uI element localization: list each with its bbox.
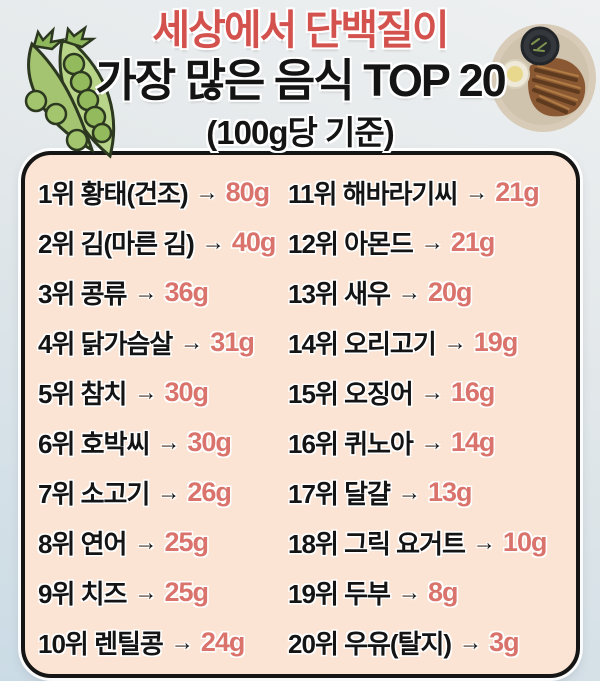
subtitle: (100g당 기준) [206, 114, 394, 152]
protein-value: 3g [489, 626, 519, 657]
list-item: 12위 아몬드 → 21g [288, 217, 570, 267]
list-item: 5위 참치 → 30g [38, 367, 288, 417]
rank-food-label: 15위 오징어 [288, 378, 414, 409]
rank-food-label: 20위 우유(탈지) [288, 628, 452, 659]
arrow-icon: → [157, 478, 180, 505]
arrow-icon: → [157, 428, 180, 455]
pea-pod-icon [24, 24, 116, 159]
arrow-icon: → [134, 278, 157, 305]
list-item: 8위 연어 → 25g [38, 517, 288, 567]
rank-food-label: 11위 해바라기씨 [288, 178, 458, 209]
rank-food-label: 6위 호박씨 [38, 428, 150, 459]
protein-value: 19g [473, 326, 519, 357]
protein-value: 24g [200, 626, 246, 657]
protein-value: 40g [231, 226, 277, 257]
list-item: 16위 퀴노아 → 14g [288, 417, 570, 467]
list-item: 13위 새우 → 20g [288, 267, 570, 317]
ranking-panel: 1위 황태(건조) → 80g 2위 김(마른 김) → 40g 3위 콩류 → 36g 4위 닭… [21, 151, 580, 678]
list-item: 2위 김(마른 김) → 40g [38, 217, 288, 267]
rank-food-label: 14위 오리고기 [288, 328, 437, 359]
list-item: 6위 호박씨 → 30g [38, 417, 288, 467]
protein-value: 30g [187, 426, 232, 457]
protein-value: 10g [502, 526, 548, 557]
rank-food-label: 13위 새우 [288, 278, 391, 309]
rank-food-label: 5위 참치 [38, 378, 127, 409]
list-item: 10위 렌틸콩 → 24g [38, 617, 288, 667]
arrow-icon: → [465, 178, 488, 205]
food-plate-icon [490, 24, 596, 132]
arrow-icon: → [459, 628, 482, 655]
rank-food-label: 18위 그릭 요거트 [288, 528, 466, 559]
arrow-icon: → [397, 478, 421, 505]
rank-food-label: 19위 두부 [288, 578, 391, 609]
pea-pod-illustration [4, 10, 126, 160]
ranking-columns: 1위 황태(건조) → 80g 2위 김(마른 김) → 40g 3위 콩류 → 36g 4위 닭… [25, 155, 576, 667]
rank-food-label: 12위 아몬드 [288, 228, 414, 259]
ranking-column-left: 1위 황태(건조) → 80g 2위 김(마른 김) → 40g 3위 콩류 → 36g 4위 닭… [38, 167, 288, 667]
protein-value: 25g [164, 576, 209, 607]
protein-value: 16g [450, 376, 496, 407]
protein-value: 25g [164, 526, 209, 557]
arrow-icon: → [170, 628, 194, 655]
rank-food-label: 10위 렌틸콩 [38, 628, 164, 659]
rank-food-label: 9위 치즈 [38, 578, 127, 609]
arrow-icon: → [201, 228, 225, 255]
protein-value: 31g [210, 326, 255, 357]
protein-value: 21g [450, 226, 496, 257]
protein-value: 20g [427, 276, 473, 307]
protein-value: 36g [164, 276, 209, 307]
arrow-icon: → [180, 328, 203, 355]
list-item: 9위 치즈 → 25g [38, 567, 288, 617]
list-item: 14위 오리고기 → 19g [288, 317, 570, 367]
list-item: 4위 닭가슴살 → 31g [38, 317, 288, 367]
rank-food-label: 4위 닭가슴살 [38, 328, 173, 359]
list-item: 7위 소고기 → 26g [38, 467, 288, 517]
rank-food-label: 1위 황태(건조) [38, 178, 189, 209]
arrow-icon: → [134, 528, 157, 555]
list-item: 17위 달걀 → 13g [288, 467, 570, 517]
protein-value: 21g [495, 176, 540, 207]
list-item: 1위 황태(건조) → 80g [38, 167, 288, 217]
rank-food-label: 8위 연어 [38, 528, 127, 559]
list-item: 18위 그릭 요거트 → 10g [288, 517, 570, 567]
header: 세상에서 단백질이 가장 많은 음식 TOP 20 (100g당 기준) [0, 7, 600, 154]
title-line1: 세상에서 단백질이 [152, 7, 449, 53]
arrow-icon: → [195, 178, 219, 205]
rank-food-label: 2위 김(마른 김) [38, 228, 195, 259]
title-line2: 가장 많은 음식 TOP 20 [95, 55, 506, 107]
rank-food-label: 7위 소고기 [38, 478, 150, 509]
list-item: 20위 우유(탈지) → 3g [288, 617, 570, 667]
arrow-icon: → [134, 378, 157, 405]
protein-value: 13g [427, 476, 473, 507]
protein-value: 30g [164, 376, 209, 407]
protein-value: 26g [187, 476, 232, 507]
grilled-chicken-plate-photo [488, 20, 598, 134]
arrow-icon: → [134, 578, 157, 605]
list-item: 19위 두부 → 8g [288, 567, 570, 617]
ranking-column-right: 11위 해바라기씨 → 21g 12위 아몬드 → 21g 13위 새우 → 20g 14위 오리… [288, 167, 570, 667]
arrow-icon: → [443, 328, 467, 355]
list-item: 15위 오징어 → 16g [288, 367, 570, 417]
protein-value: 14g [450, 426, 496, 457]
rank-food-label: 3위 콩류 [38, 278, 127, 309]
rank-food-label: 16위 퀴노아 [288, 428, 414, 459]
list-item: 3위 콩류 → 36g [38, 267, 288, 317]
arrow-icon: → [420, 228, 444, 255]
arrow-icon: → [420, 428, 444, 455]
list-item: 11위 해바라기씨 → 21g [288, 167, 570, 217]
protein-value: 8g [427, 576, 458, 607]
arrow-icon: → [420, 378, 444, 405]
arrow-icon: → [397, 578, 421, 605]
arrow-icon: → [397, 278, 421, 305]
arrow-icon: → [472, 528, 496, 555]
rank-food-label: 17위 달걀 [288, 478, 391, 509]
protein-value: 80g [225, 176, 271, 207]
